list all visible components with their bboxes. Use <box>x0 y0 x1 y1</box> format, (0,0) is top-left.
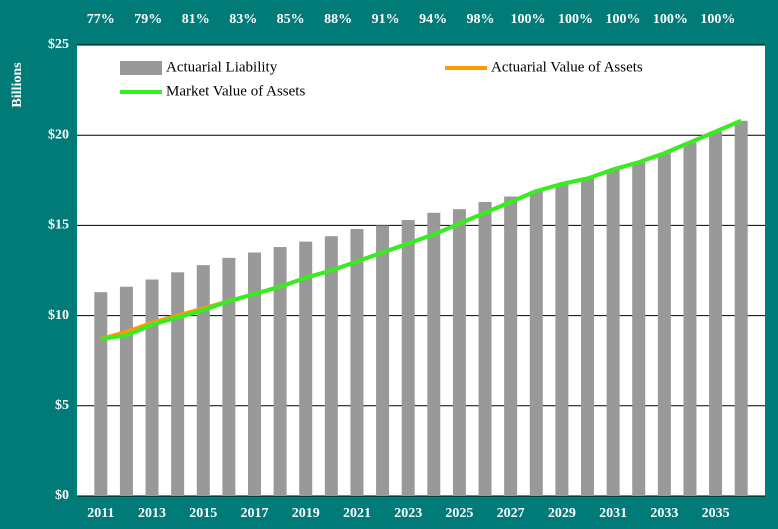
bar <box>273 247 287 496</box>
y-tick-label: $0 <box>55 488 69 503</box>
bar <box>222 257 236 496</box>
bar <box>427 212 441 496</box>
bar <box>350 229 364 496</box>
x-tick-label: 2033 <box>650 506 678 521</box>
bar <box>299 241 313 496</box>
legend-swatch <box>120 61 162 75</box>
funded-ratio-label: 100% <box>605 12 640 27</box>
bar <box>248 252 261 496</box>
funded-ratio-label: 100% <box>700 12 735 27</box>
bar <box>478 201 492 496</box>
legend-label: Market Value of Assets <box>166 83 305 99</box>
bar <box>581 178 594 496</box>
x-tick-label: 2027 <box>497 506 525 521</box>
bar <box>94 292 108 496</box>
bar <box>657 153 671 497</box>
funded-ratio-label: 79% <box>134 12 162 27</box>
bar <box>683 142 697 496</box>
funded-ratio-label: 81% <box>182 12 210 27</box>
x-tick-label: 2023 <box>394 506 422 521</box>
funded-ratio-label: 94% <box>419 12 447 27</box>
bar <box>504 196 518 496</box>
line <box>100 118 742 342</box>
funded-ratio-label: 77% <box>87 12 115 27</box>
funded-ratio-label: 100% <box>558 12 593 27</box>
x-tick-label: 2031 <box>599 506 627 521</box>
x-tick-label: 2017 <box>241 506 269 521</box>
bar <box>119 286 133 496</box>
bar <box>324 236 338 496</box>
legend-label: Actuarial Liability <box>166 59 278 75</box>
bar <box>606 169 620 496</box>
bar <box>171 272 185 496</box>
y-tick-label: $20 <box>48 127 69 142</box>
y-axis-label: Billions <box>10 62 25 108</box>
bar <box>555 183 569 496</box>
x-tick-label: 2019 <box>292 506 320 521</box>
funded-ratio-label: 98% <box>467 12 495 27</box>
y-tick-label: $15 <box>48 218 69 233</box>
x-tick-label: 2011 <box>87 506 114 521</box>
bar <box>709 131 723 497</box>
bar <box>734 120 748 496</box>
x-tick-label: 2015 <box>189 506 217 521</box>
funded-ratio-label: 100% <box>511 12 546 27</box>
x-tick-label: 2025 <box>445 506 473 521</box>
funded-ratio-label: 83% <box>229 12 257 27</box>
bar <box>376 225 390 496</box>
bar <box>401 219 415 496</box>
funded-ratio-label: 100% <box>653 12 688 27</box>
legend-label: Actuarial Value of Assets <box>491 59 643 75</box>
y-tick-label: $25 <box>48 37 69 52</box>
bar <box>452 209 466 496</box>
bar <box>529 191 543 496</box>
bar <box>632 162 646 496</box>
bar <box>145 279 159 496</box>
x-tick-label: 2013 <box>138 506 166 521</box>
funded-ratio-label: 88% <box>324 12 352 27</box>
x-tick-label: 2029 <box>548 506 576 521</box>
x-tick-label: 2021 <box>343 506 371 521</box>
y-tick-label: $5 <box>55 398 69 413</box>
bar <box>196 265 210 496</box>
x-tick-label: 2035 <box>702 506 730 521</box>
funded-ratio-label: 91% <box>372 12 400 27</box>
plot-area <box>77 45 765 496</box>
funded-ratio-label: 85% <box>277 12 305 27</box>
y-tick-label: $10 <box>48 308 69 323</box>
